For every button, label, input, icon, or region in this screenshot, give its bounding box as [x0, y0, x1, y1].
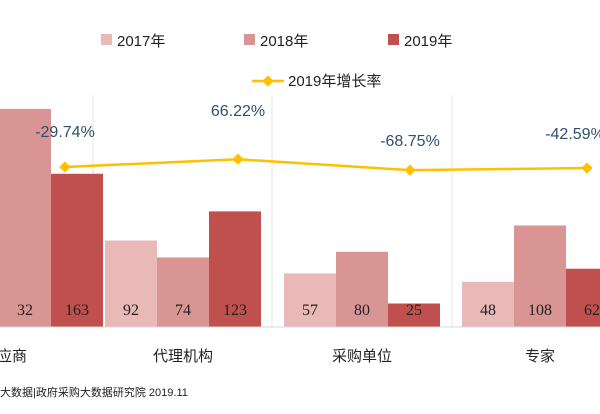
- category-label: 专家: [525, 348, 555, 365]
- category-label: 应商: [0, 347, 27, 365]
- bar-value-label: 74: [175, 302, 191, 319]
- bar-value-label: 123: [223, 302, 247, 319]
- bar-value-label: 163: [65, 302, 89, 319]
- bar-value-label: 25: [406, 302, 422, 319]
- bar-1-1: [157, 257, 209, 327]
- legend-swatch-2018: [244, 34, 255, 45]
- growth-marker: [581, 162, 593, 174]
- bar-2-2: [388, 303, 440, 327]
- bar-0-2: [51, 173, 103, 327]
- plot-area: 92 57 48 32 74 80 108 163 123 25 62 -29.74% 66.22% -…: [0, 95, 600, 365]
- category-label: 代理机构: [153, 348, 213, 365]
- bar-2-0: [284, 273, 336, 327]
- bar-2-1: [336, 251, 388, 327]
- growth-marker: [232, 153, 244, 165]
- bar-value-label: 57: [302, 302, 318, 319]
- legend-label-2019: 2019年: [404, 33, 452, 50]
- bar-value-label: 62: [584, 302, 600, 319]
- bar-1-2: [209, 211, 261, 327]
- growth-label: -42.59%: [545, 126, 600, 143]
- bar-1-0: [105, 240, 157, 327]
- bar-3-2: [566, 268, 600, 327]
- legend-label-growth: 2019年增长率: [288, 73, 381, 90]
- growth-label: 66.22%: [211, 103, 265, 120]
- legend-label-2018: 2018年: [260, 33, 308, 50]
- bar-value-label: 108: [528, 302, 552, 319]
- category-label: 采购单位: [332, 348, 392, 365]
- growth-label: -68.75%: [380, 133, 440, 150]
- growth-marker: [404, 164, 416, 176]
- growth-marker: [59, 161, 71, 173]
- growth-label: -29.74%: [35, 124, 95, 141]
- legend-marker-growth: [262, 75, 274, 87]
- bar-3-0: [462, 281, 514, 327]
- legend-swatch-2019: [388, 34, 399, 45]
- bar-value-label: 80: [354, 302, 370, 319]
- growth-line: [64, 157, 588, 172]
- bar-value-label: 92: [123, 302, 139, 319]
- bar-0-1: [0, 108, 51, 327]
- legend-label-2017: 2017年: [117, 33, 165, 50]
- bar-value-label: 32: [17, 302, 33, 319]
- legend-swatch-2017: [101, 34, 112, 45]
- source-note: 大数据|政府采购大数据研究院 2019.11: [0, 385, 188, 399]
- legend: 2017年 2018年 2019年 2019年增长率: [101, 33, 452, 90]
- bar-value-label: 48: [480, 302, 496, 319]
- bar-3-1: [514, 225, 566, 327]
